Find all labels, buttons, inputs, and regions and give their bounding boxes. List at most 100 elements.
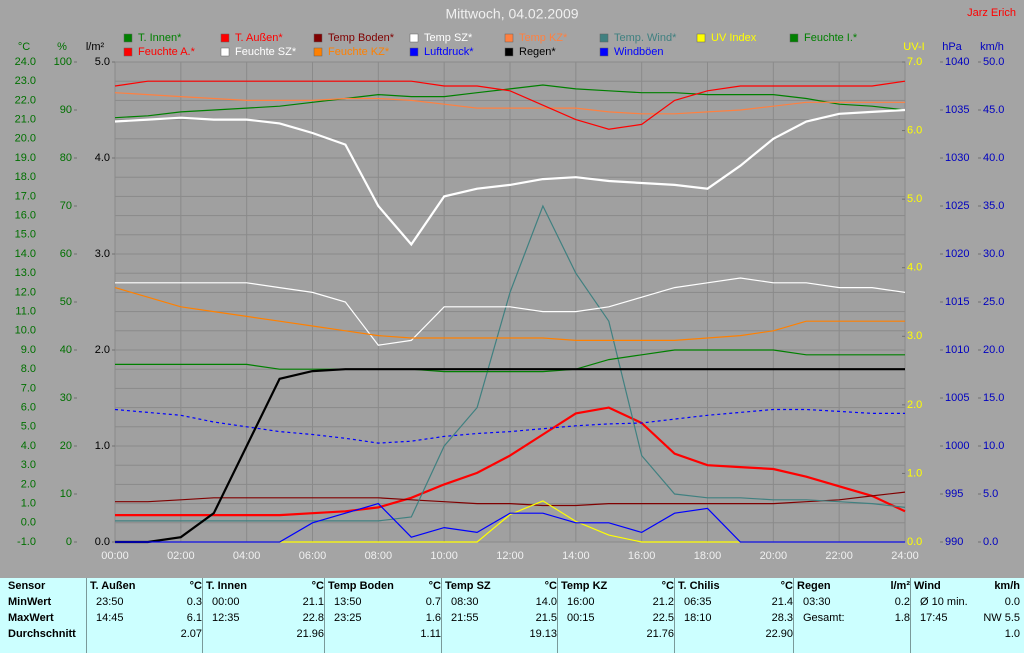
y-tick-label: -1.0 — [17, 536, 36, 548]
legend-label: Regen* — [519, 46, 556, 58]
y-tick-label: 35.0 — [983, 200, 1004, 212]
y-tick-label: 0.0 — [95, 536, 110, 548]
legend-swatch — [313, 47, 323, 57]
y-tick-label: 20 — [60, 440, 72, 452]
cell-value: 22.5 — [652, 612, 674, 624]
y-tick-label: 5.0 — [907, 193, 922, 205]
x-tick-label: 06:00 — [299, 550, 327, 562]
legend-swatch — [789, 33, 799, 43]
legend-label: UV Index — [711, 32, 757, 44]
cell-value: 1.11 — [420, 628, 441, 640]
legend-swatch — [220, 47, 230, 57]
series-line — [115, 349, 905, 373]
y-tick-label: 15.0 — [983, 392, 1004, 404]
group-name: T. Innen — [206, 580, 247, 592]
y-tick-label: 24.0 — [15, 56, 36, 68]
column-separator — [441, 578, 442, 653]
column-separator — [910, 578, 911, 653]
cell-value: 21.1 — [302, 596, 324, 608]
y-tick-label: 6.0 — [907, 124, 922, 136]
y-tick-label: 0 — [66, 536, 72, 548]
cell-value: 21.96 — [296, 628, 324, 640]
group-name: Temp SZ — [445, 580, 491, 592]
x-tick-label: 18:00 — [694, 550, 722, 562]
y-tick-label: 40 — [60, 344, 72, 356]
y-tick-label: 16.0 — [15, 210, 36, 222]
cell-value: 22.90 — [765, 628, 793, 640]
y-tick-label: 20.0 — [983, 344, 1004, 356]
y-tick-label: 21.0 — [15, 114, 36, 126]
cell-value: 21.76 — [646, 628, 674, 640]
cell-value: 0.7 — [425, 596, 441, 608]
cell-label: 13:50 — [334, 596, 362, 608]
legend-swatch — [504, 47, 514, 57]
y-tick-label: 5.0 — [983, 488, 998, 500]
y-tick-label: 10.0 — [983, 440, 1004, 452]
group-name: Regen — [797, 580, 831, 592]
axis-title: hPa — [942, 41, 962, 53]
y-tick-label: 3.0 — [95, 248, 110, 260]
axis-title: % — [57, 41, 67, 53]
legend-label: Feuchte I.* — [804, 32, 858, 44]
legend-swatch — [696, 33, 706, 43]
cell-value: 6.1 — [186, 612, 202, 624]
y-tick-label: 12.0 — [15, 286, 36, 298]
x-tick-label: 00:00 — [101, 550, 129, 562]
cell-value: 1.6 — [425, 612, 441, 624]
y-tick-label: 3.0 — [907, 330, 922, 342]
legend-label: Feuchte A.* — [138, 46, 196, 58]
series-line — [115, 406, 906, 517]
cell-value: 22.8 — [302, 612, 324, 624]
y-tick-label: 10 — [60, 488, 72, 500]
group-unit: °C — [428, 580, 441, 592]
axis-title: l/m² — [86, 41, 105, 53]
legend-swatch — [123, 33, 133, 43]
x-tick-label: 04:00 — [233, 550, 261, 562]
cell-label: 21:55 — [451, 612, 479, 624]
series-line — [114, 84, 906, 119]
group-name: T. Chilis — [678, 580, 720, 592]
y-tick-label: 2.0 — [95, 344, 110, 356]
y-tick-label: 50.0 — [983, 56, 1004, 68]
series-line — [115, 277, 906, 346]
cell-value: 19.13 — [529, 628, 557, 640]
y-tick-label: 100 — [54, 56, 72, 68]
y-tick-label: 14.0 — [15, 248, 36, 260]
row-label: MinWert — [8, 596, 52, 608]
x-tick-label: 20:00 — [760, 550, 788, 562]
cell-label: 12:35 — [212, 612, 240, 624]
series-line — [114, 108, 906, 247]
group-unit: °C — [780, 580, 793, 592]
x-tick-label: 08:00 — [365, 550, 393, 562]
group-unit: °C — [544, 580, 557, 592]
legend-label: Temp KZ* — [519, 32, 568, 44]
y-tick-label: 13.0 — [15, 267, 36, 279]
legend-label: Luftdruck* — [424, 46, 474, 58]
y-tick-label: 1010 — [945, 344, 969, 356]
x-tick-label: 12:00 — [496, 550, 524, 562]
series-line — [115, 491, 906, 507]
chart: Mittwoch, 04.02.2009 Jarz Erich 00:00 02:… — [15, 6, 1016, 562]
y-tick-label: 1005 — [945, 392, 969, 404]
cell-value: 21.2 — [652, 596, 674, 608]
legend-swatch — [409, 33, 419, 43]
legend-label: Temp Boden* — [328, 32, 395, 44]
cell-value: NW 5.5 — [983, 612, 1020, 624]
cell-value: 0.0 — [1004, 596, 1020, 608]
series-line — [115, 502, 905, 543]
group-unit: l/m² — [890, 580, 910, 592]
y-tick-label: 25.0 — [983, 296, 1004, 308]
author: Jarz Erich — [967, 7, 1016, 19]
legend-swatch — [599, 47, 609, 57]
y-tick-label: 7.0 — [907, 56, 922, 68]
y-tick-label: 1.0 — [95, 440, 110, 452]
cell-value: 28.3 — [771, 612, 793, 624]
group-name: T. Außen — [90, 580, 136, 592]
y-tick-label: 80 — [60, 152, 72, 164]
y-tick-label: 23.0 — [15, 75, 36, 87]
group-unit: km/h — [994, 580, 1020, 592]
y-tick-label: 1030 — [945, 152, 969, 164]
cell-label: 14:45 — [96, 612, 124, 624]
y-tick-label: 990 — [945, 536, 963, 548]
y-tick-label: 30.0 — [983, 248, 1004, 260]
